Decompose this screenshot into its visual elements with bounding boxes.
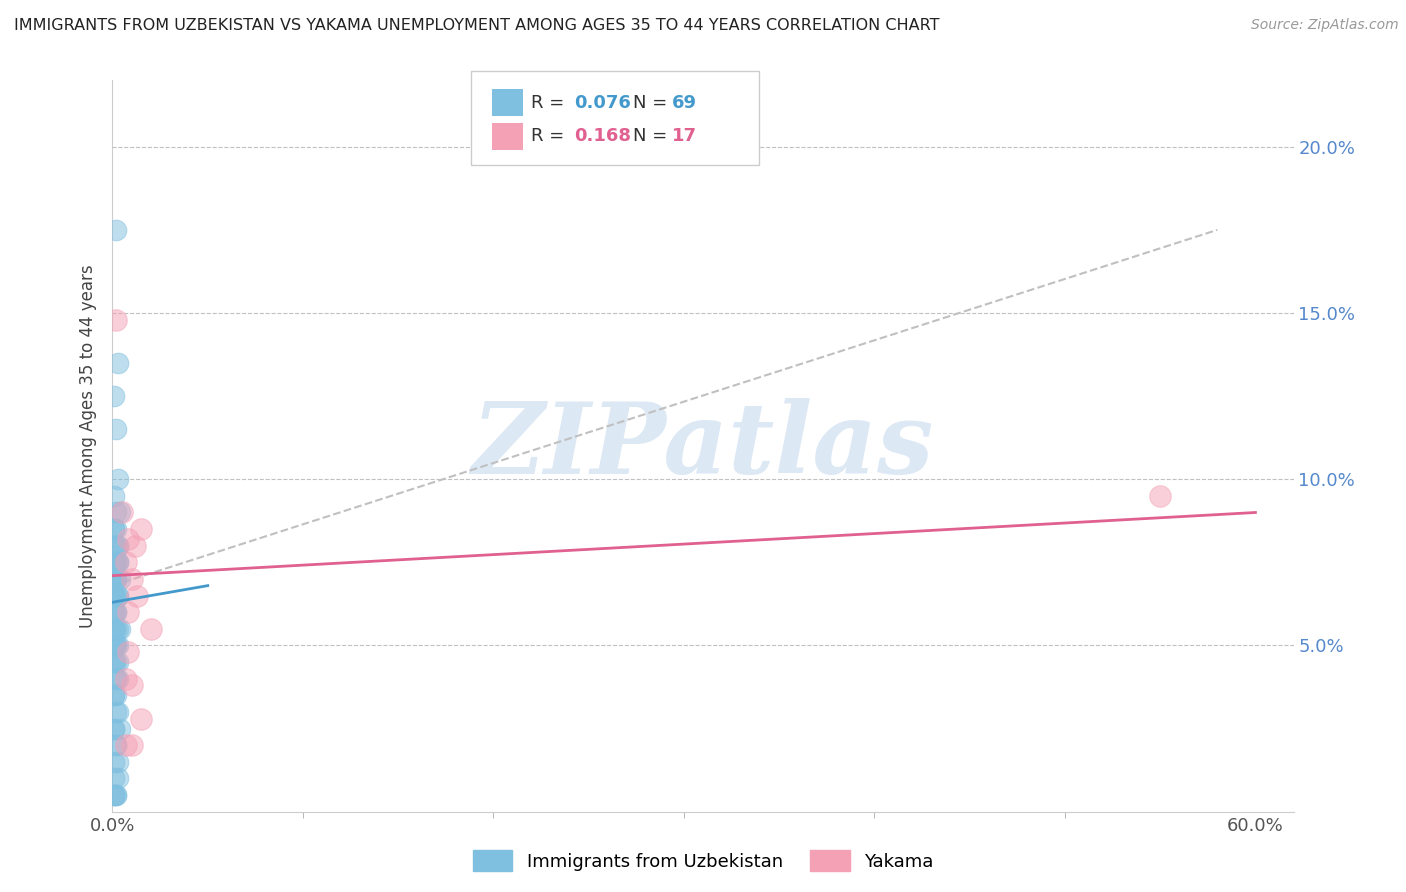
Point [117,645,139,659]
Point [105,539,128,553]
Text: 0.168: 0.168 [574,128,631,145]
Point [105,605,128,619]
Text: Source: ZipAtlas.com: Source: ZipAtlas.com [1251,18,1399,32]
Point [103,755,125,769]
Point [108,722,131,736]
Point [114,555,136,569]
Point [105,506,128,520]
Point [121,678,143,692]
Point [105,522,128,536]
Text: R =: R = [531,128,571,145]
Point [1149,489,1171,503]
Point [107,555,129,569]
Point [107,655,129,669]
Point [105,639,128,653]
Point [105,572,128,586]
Point [139,622,162,636]
Point [103,639,125,653]
Point [103,772,125,786]
Point [117,532,139,546]
Text: N =: N = [633,94,672,112]
Point [103,555,125,569]
Y-axis label: Unemployment Among Ages 35 to 44 years: Unemployment Among Ages 35 to 44 years [79,264,97,628]
Point [107,639,129,653]
Text: 69: 69 [672,94,697,112]
Point [107,755,129,769]
Point [107,472,129,486]
Point [103,589,125,603]
Point [107,772,129,786]
Point [105,422,128,436]
Point [108,622,131,636]
Point [117,605,139,619]
Point [129,522,152,536]
Point [108,506,131,520]
Point [114,738,136,752]
Point [103,722,125,736]
Point [103,722,125,736]
Point [105,689,128,703]
Point [103,539,125,553]
Point [103,788,125,802]
Point [103,605,125,619]
Text: 17: 17 [672,128,697,145]
Legend: Immigrants from Uzbekistan, Yakama: Immigrants from Uzbekistan, Yakama [465,843,941,879]
Point [103,655,125,669]
Point [105,572,128,586]
Point [114,672,136,686]
Point [105,655,128,669]
Point [103,655,125,669]
Point [103,605,125,619]
Point [103,639,125,653]
Text: R =: R = [531,94,571,112]
Point [105,788,128,802]
Point [107,705,129,719]
Point [105,555,128,569]
Point [107,555,129,569]
Point [127,589,149,603]
Point [103,572,125,586]
Point [107,539,129,553]
Point [107,539,129,553]
Point [105,312,128,326]
Text: N =: N = [633,128,672,145]
Point [103,622,125,636]
Point [103,689,125,703]
Point [107,589,129,603]
Text: ZIPatlas: ZIPatlas [472,398,934,494]
Point [121,738,143,752]
Point [105,672,128,686]
Point [103,572,125,586]
Point [103,788,125,802]
Point [107,672,129,686]
Point [103,489,125,503]
Point [103,389,125,403]
Point [107,589,129,603]
Point [107,356,129,370]
Text: IMMIGRANTS FROM UZBEKISTAN VS YAKAMA UNEMPLOYMENT AMONG AGES 35 TO 44 YEARS CORR: IMMIGRANTS FROM UZBEKISTAN VS YAKAMA UNE… [14,18,939,33]
Point [129,712,152,726]
Point [105,605,128,619]
Point [107,622,129,636]
Point [108,572,131,586]
Point [105,589,128,603]
Point [103,689,125,703]
Point [103,522,125,536]
Point [105,738,128,752]
Point [105,555,128,569]
Point [105,672,128,686]
Point [105,738,128,752]
Point [111,506,134,520]
Point [105,622,128,636]
Point [105,223,128,237]
Point [103,622,125,636]
Point [105,639,128,653]
Point [124,539,146,553]
Point [105,788,128,802]
Point [105,705,128,719]
Point [103,589,125,603]
Point [121,572,143,586]
Text: 0.076: 0.076 [574,94,630,112]
Point [103,522,125,536]
